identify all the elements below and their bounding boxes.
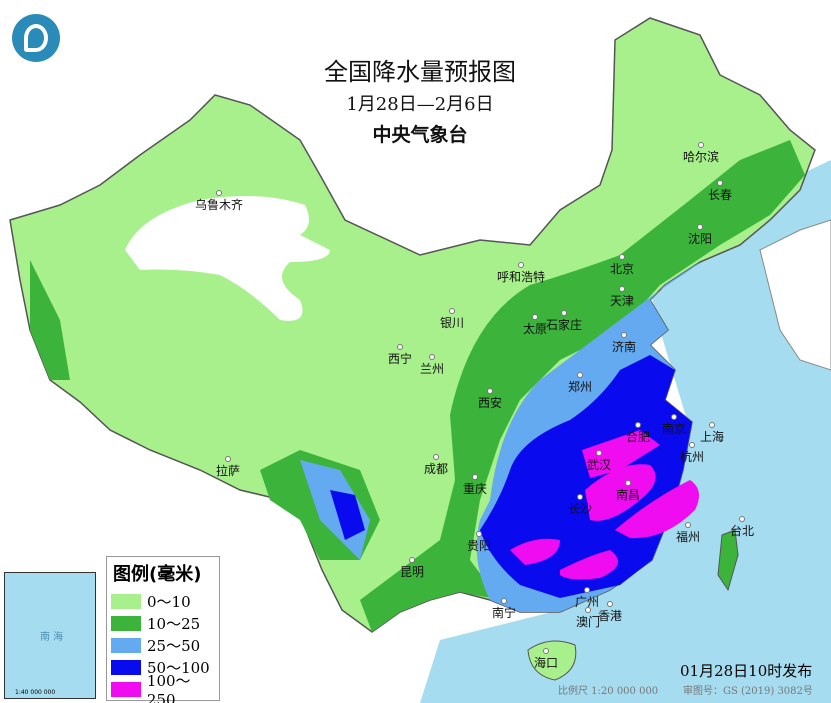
issuer: 中央气象台 [372, 124, 468, 146]
approval-number: 审图号：GS (2019) 3082号 [683, 686, 813, 697]
legend-label: 50～100 [147, 658, 210, 677]
city-label: 香港 [598, 609, 623, 623]
city-label: 南昌 [616, 488, 641, 502]
inset-scale: 1:40 000 000 [15, 689, 56, 696]
legend-swatch [111, 593, 141, 609]
city-label: 福州 [676, 530, 701, 544]
city-label: 北京 [610, 262, 635, 276]
city-label: 西宁 [388, 352, 413, 366]
city-label: 杭州 [680, 450, 705, 464]
city-label: 哈尔滨 [683, 150, 720, 164]
legend-label: 25～50 [147, 636, 201, 655]
city-label: 贵阳 [467, 539, 492, 553]
city-label: 济南 [612, 340, 637, 354]
map-title: 全国降水量预报图 [324, 58, 516, 86]
city-label: 西安 [478, 396, 503, 410]
city-label: 长沙 [568, 502, 593, 516]
city-label: 乌鲁木齐 [195, 198, 244, 212]
legend-swatch [111, 681, 141, 697]
city-label: 银川 [440, 316, 465, 330]
legend: 图例(毫米) 0～10 10～25 25～50 50～100 100～250 [106, 556, 220, 703]
inset-sea-label: 南 海 [40, 632, 64, 643]
legend-label: 0～10 [147, 592, 191, 611]
publish-time: 01月28日10时发布 [680, 662, 813, 680]
dry-area-white [125, 196, 330, 321]
city-label: 成都 [424, 462, 449, 476]
city-label: 太原 [523, 322, 548, 336]
city-label: 澳门 [576, 615, 601, 629]
legend-item: 100～250 [111, 672, 219, 703]
map-scale: 比例尺 1:20 000 000 [558, 686, 659, 697]
city-label: 重庆 [463, 482, 488, 496]
legend-swatch [111, 637, 141, 653]
city-label: 南宁 [492, 606, 517, 620]
legend-label: 10～25 [147, 614, 201, 633]
cma-logo [12, 14, 60, 62]
city-label: 长春 [708, 188, 733, 202]
zone-100-250 [510, 430, 699, 580]
zone-10-25-sw [30, 260, 380, 560]
legend-swatch [111, 659, 141, 675]
legend-item: 25～50 [111, 634, 219, 656]
city-label: 合肥 [626, 430, 651, 444]
legend-item: 0～10 [111, 590, 219, 612]
city-label: 上海 [700, 430, 725, 444]
zone-50-100 [330, 355, 692, 598]
zone-10-25 [360, 140, 805, 632]
city-label: 石家庄 [546, 318, 583, 332]
city-label: 拉萨 [216, 464, 241, 478]
city-label: 台北 [730, 524, 755, 538]
city-label: 广州 [575, 595, 600, 609]
legend-swatch [111, 615, 141, 631]
city-label: 郑州 [568, 380, 593, 394]
south-china-sea-inset: 南 海 1:40 000 000 [4, 572, 96, 699]
legend-title: 图例(毫米) [113, 564, 202, 585]
date-range: 1月28日—2月6日 [346, 94, 494, 115]
legend-item: 10～25 [111, 612, 219, 634]
city-label: 沈阳 [688, 232, 713, 246]
city-label: 武汉 [587, 458, 612, 472]
city-label: 兰州 [420, 362, 445, 376]
korea-japan-land [759, 219, 831, 371]
city-label: 南京 [662, 422, 687, 436]
city-label: 呼和浩特 [497, 270, 546, 284]
legend-item: 50～100 [111, 656, 219, 678]
city-label: 天津 [610, 294, 635, 308]
legend-label: 100～250 [146, 671, 191, 703]
city-label: 昆明 [400, 565, 425, 579]
city-label: 海口 [534, 656, 559, 670]
